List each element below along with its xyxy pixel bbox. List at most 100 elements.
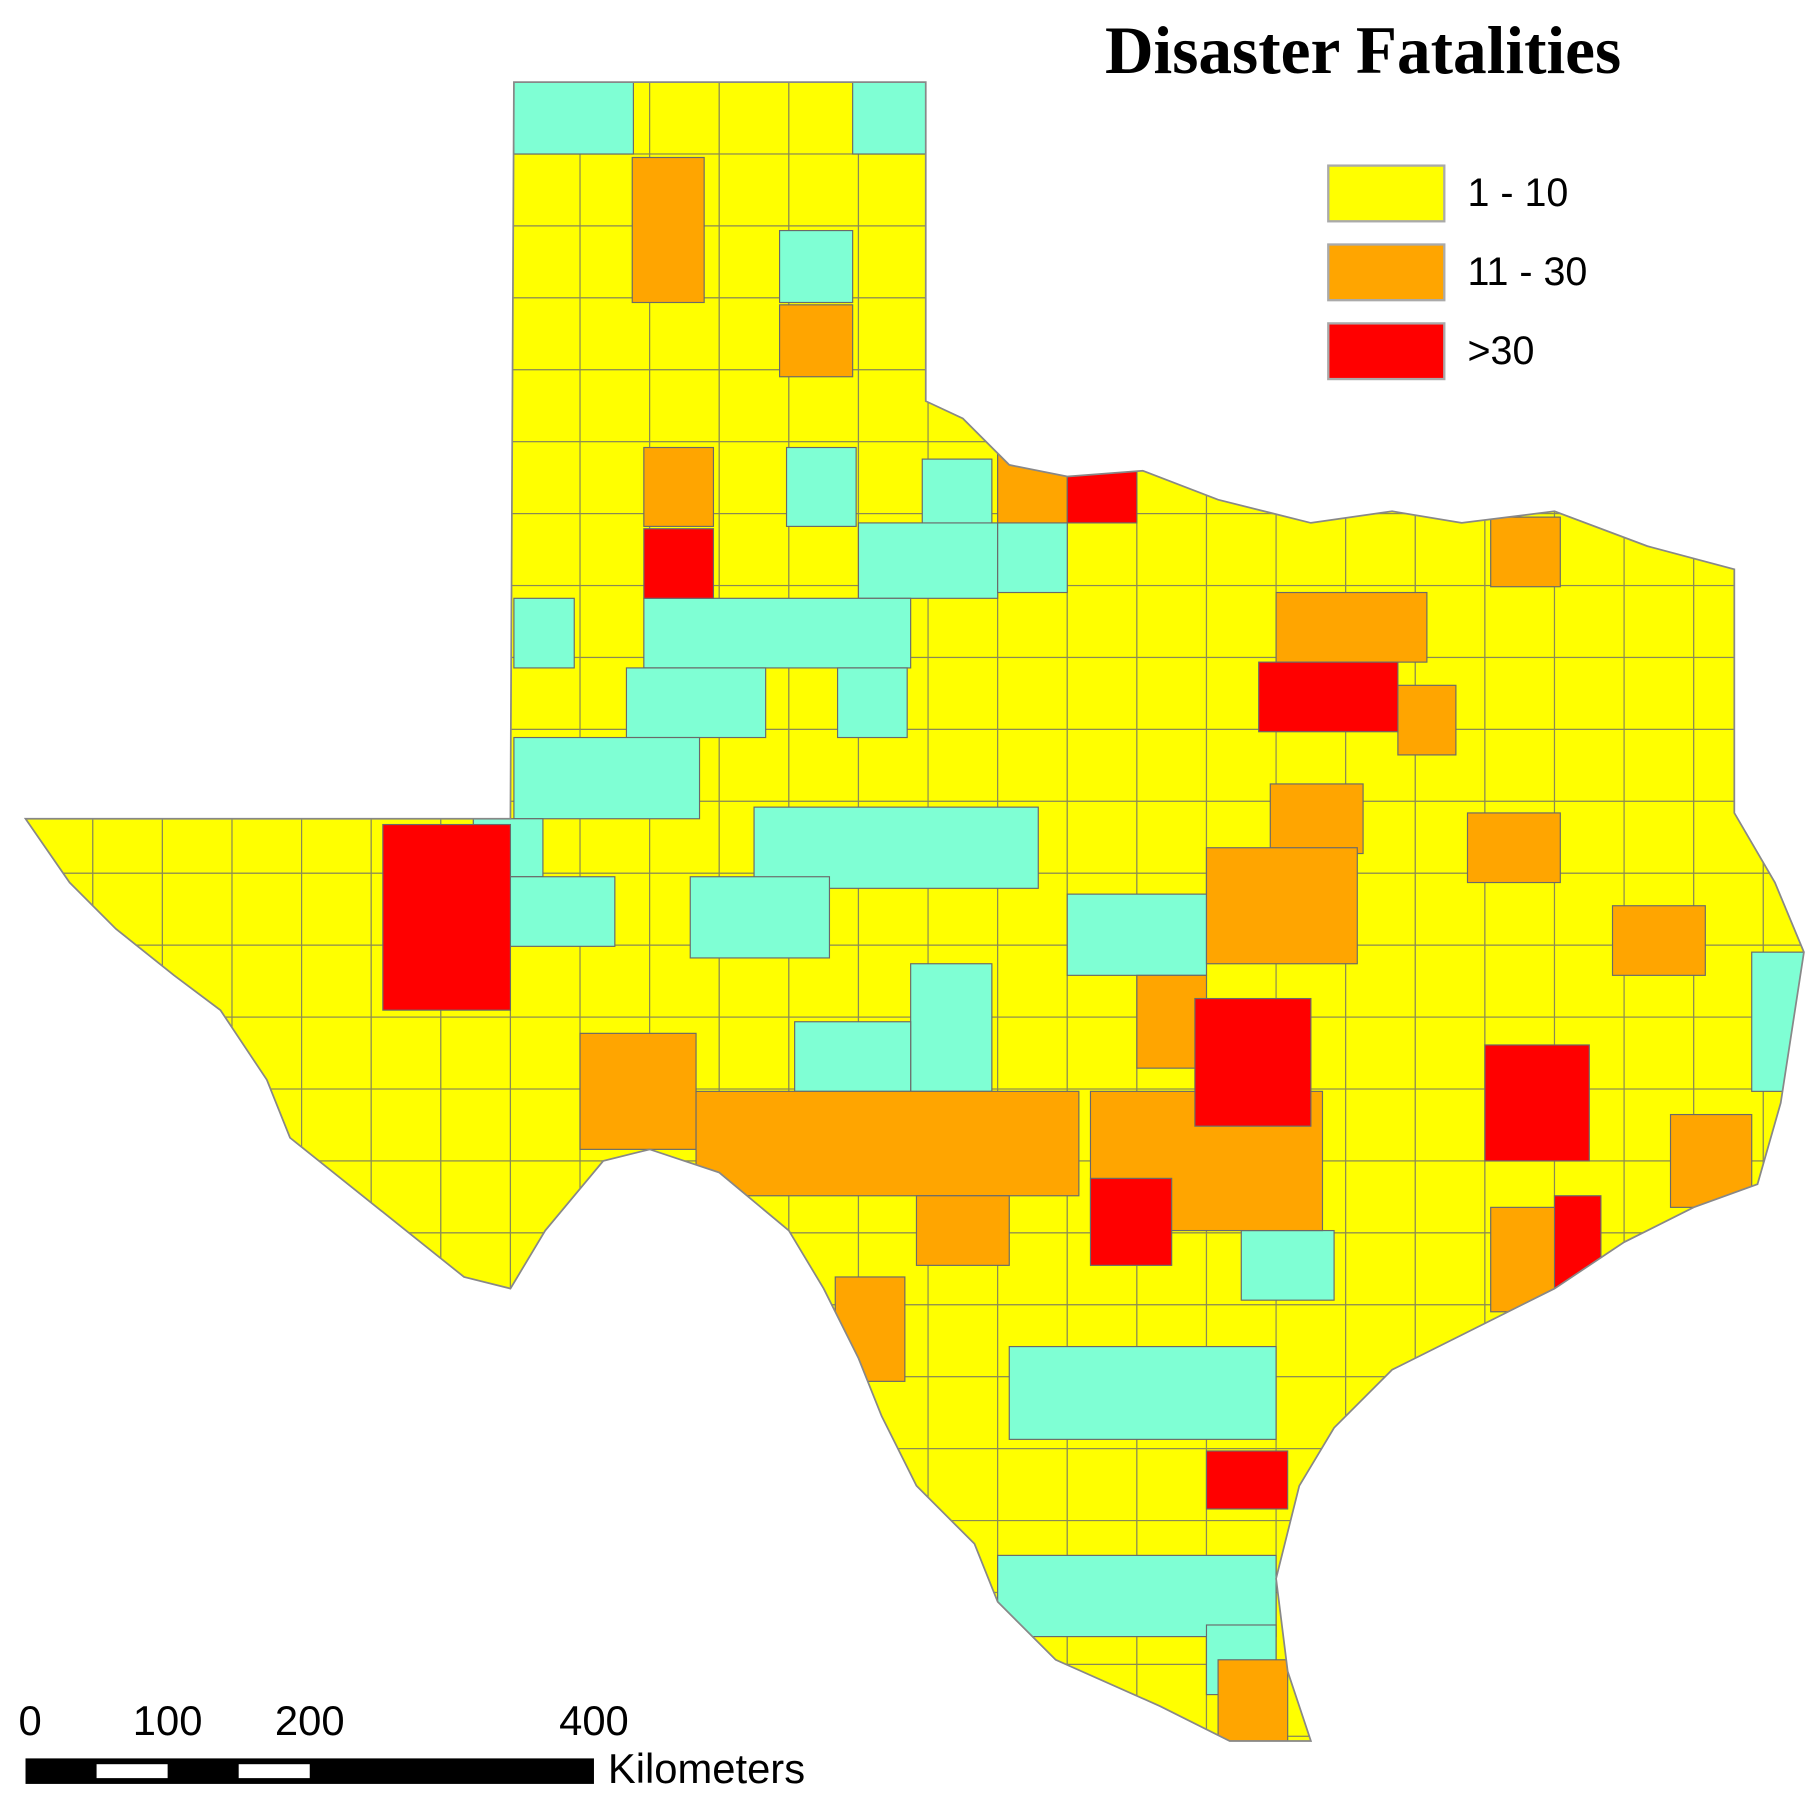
county [788, 1448, 860, 1522]
county [1693, 1591, 1764, 1666]
county [161, 800, 233, 874]
county [1623, 728, 1695, 802]
county [1275, 1520, 1347, 1594]
county [161, 584, 233, 659]
county [231, 1304, 303, 1378]
county [1623, 441, 1695, 515]
county [1762, 441, 1804, 515]
county [161, 944, 233, 1018]
county [1484, 728, 1556, 802]
county [301, 944, 372, 1018]
county [997, 297, 1068, 371]
county [1066, 153, 1138, 227]
county [1762, 1088, 1804, 1162]
county [1623, 800, 1695, 874]
county [997, 225, 1068, 299]
county [579, 297, 651, 371]
county [25, 153, 94, 227]
county [997, 369, 1068, 443]
county [1623, 297, 1695, 371]
county [1693, 728, 1764, 802]
county [1484, 1448, 1556, 1522]
county [927, 1304, 999, 1378]
county [1623, 1448, 1695, 1522]
county [1693, 1735, 1764, 1741]
county [579, 441, 651, 515]
county [92, 944, 163, 1018]
county [370, 513, 442, 587]
county [509, 1520, 581, 1594]
county [788, 728, 860, 802]
county [649, 1663, 720, 1737]
county [440, 153, 512, 227]
county [927, 82, 999, 155]
county [1414, 1591, 1486, 1666]
county [1066, 800, 1138, 874]
county [1484, 872, 1556, 946]
county [1553, 1448, 1625, 1522]
county [927, 297, 999, 371]
county [92, 1304, 163, 1378]
county [857, 522, 999, 599]
county [649, 1520, 720, 1594]
county [161, 225, 233, 299]
county [927, 1376, 999, 1450]
county [1553, 1591, 1625, 1666]
county [1414, 944, 1486, 1018]
county [25, 1016, 94, 1090]
county [997, 1554, 1277, 1638]
county [1553, 297, 1625, 371]
county [301, 728, 372, 802]
county [921, 458, 993, 524]
county [1762, 1663, 1804, 1737]
county [231, 1520, 303, 1594]
county [1269, 783, 1364, 855]
county [1762, 1376, 1804, 1450]
county [788, 153, 860, 227]
county [25, 1376, 94, 1450]
county [1205, 847, 1358, 965]
county [1275, 441, 1347, 515]
county [1762, 656, 1804, 730]
county [1484, 1520, 1556, 1594]
county [301, 800, 372, 874]
county [997, 584, 1068, 659]
legend-label: >30 [1467, 329, 1534, 373]
county [1205, 369, 1277, 443]
county [857, 297, 929, 371]
county [1762, 1304, 1804, 1378]
county [1693, 441, 1764, 515]
county [231, 656, 303, 730]
county [1693, 584, 1764, 659]
county [301, 1304, 372, 1378]
county [1066, 893, 1208, 976]
county [625, 667, 767, 739]
county [1623, 153, 1695, 227]
county [509, 297, 581, 371]
county [301, 656, 372, 730]
county [301, 225, 372, 299]
county [1553, 1520, 1625, 1594]
county [1066, 1016, 1138, 1090]
county [440, 1591, 512, 1666]
county [231, 584, 303, 659]
county [382, 823, 512, 1011]
county [649, 1591, 720, 1666]
county [857, 1520, 929, 1594]
county [579, 1032, 697, 1150]
county [370, 82, 442, 155]
county [1345, 1304, 1416, 1378]
county [1484, 944, 1556, 1018]
county [1484, 1591, 1556, 1666]
county [161, 1376, 233, 1450]
county [92, 153, 163, 227]
county [231, 225, 303, 299]
county [301, 1016, 372, 1090]
county [718, 1016, 790, 1090]
county [92, 800, 163, 874]
county [1693, 1448, 1764, 1522]
county [301, 1088, 372, 1162]
county [857, 1735, 929, 1741]
county [25, 441, 94, 515]
county [1066, 1735, 1138, 1741]
